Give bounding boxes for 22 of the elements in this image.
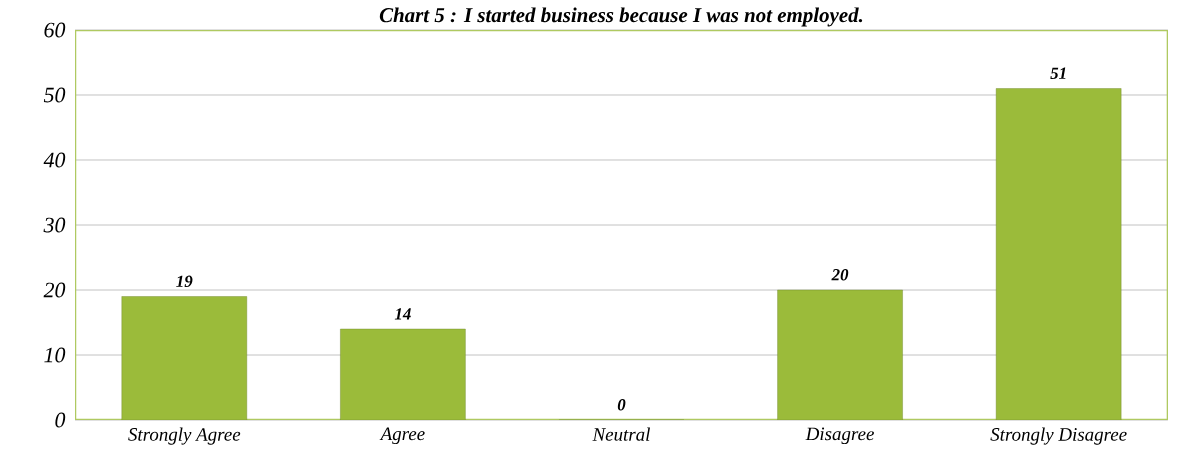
y-tick-label: 0 [55,412,66,428]
x-tick-label: Strongly Agree [128,427,241,445]
y-tick-label: 20 [43,282,66,298]
bar [121,296,247,420]
x-tick-label: Agree [379,427,425,445]
x-tick-label: Neutral [592,427,650,441]
data-label: 20 [831,269,849,281]
data-label: 0 [617,399,626,411]
chart-title: Chart 5 : I started business because I was not employed. [379,7,863,27]
bar [995,88,1122,420]
y-tick-label: 40 [43,152,66,168]
bar [777,289,903,420]
x-tick-label: Disagree [805,427,874,445]
x-tick-label: Strongly Disagree [990,427,1127,445]
y-tick-label: 10 [44,347,66,363]
data-label: 19 [176,275,193,287]
y-tick-label: 30 [43,217,66,233]
data-label: 51 [1050,67,1066,79]
y-tick-label: 60 [44,22,66,38]
y-tick-label: 50 [43,87,66,103]
bar [340,328,466,420]
data-label: 14 [394,308,411,320]
